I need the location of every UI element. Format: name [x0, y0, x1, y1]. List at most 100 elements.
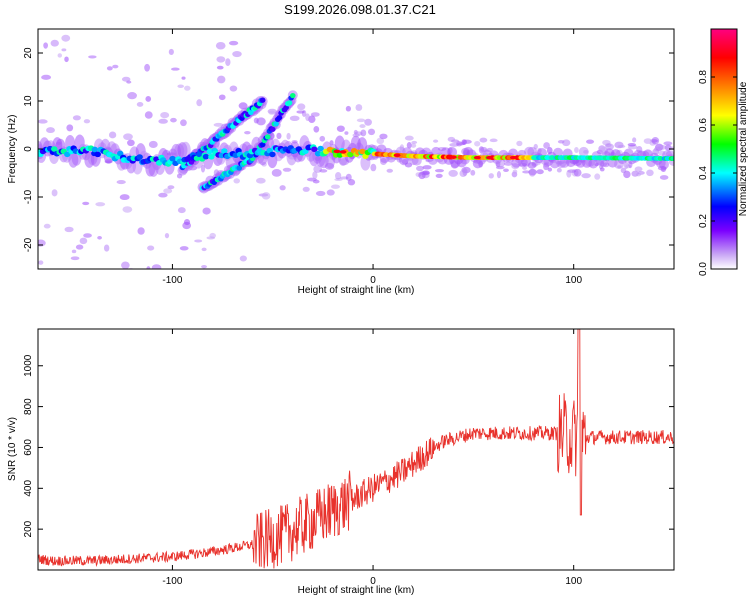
colorbar-tick-label: 0.2 [698, 214, 709, 228]
spectrogram-cell [70, 256, 80, 261]
spectrogram-cell [283, 104, 289, 111]
spectrogram-cell [386, 168, 393, 173]
spectrogram-cell [180, 119, 187, 127]
spectrogram-cell [370, 163, 377, 172]
spectrogram-cell [317, 145, 324, 152]
spectrogram-cell [355, 104, 363, 111]
spectrogram-cell [269, 151, 276, 158]
spectrogram-cell [488, 173, 494, 179]
spectrogram-cell [119, 194, 130, 201]
spectrogram-cell [83, 233, 92, 238]
spectrogram-xlabel: Height of straight line (km) [298, 285, 415, 296]
spectrogram-ytick-label: 10 [23, 95, 34, 107]
spectrogram-cell [75, 244, 84, 250]
spectrogram-cell [261, 192, 271, 200]
spectrogram-cell [147, 245, 155, 251]
spectrogram-cell [447, 147, 458, 158]
spectrogram-cell [64, 226, 74, 233]
spectrogram-cell [479, 137, 488, 143]
spectrogram-cell [61, 34, 71, 42]
spectrogram-cell [556, 167, 562, 173]
spectrogram-cell [364, 118, 372, 126]
spectrogram-cell [238, 102, 248, 110]
spectrogram-cell [206, 148, 213, 155]
spectrogram-cell [447, 136, 456, 142]
spectrogram-cell [461, 139, 467, 146]
spectrogram-cell [177, 84, 185, 89]
spectrogram-cell [503, 168, 509, 173]
spectrogram-cell [215, 41, 226, 50]
spectrogram-cell [201, 264, 207, 269]
spectrogram-cell [136, 101, 144, 107]
spectrogram-cell [669, 146, 674, 151]
spectrogram-cell [635, 172, 642, 177]
colorbar-tick-label: 0.4 [698, 166, 709, 180]
snr-ytick-label: 800 [23, 398, 34, 415]
spectrogram-cell [38, 119, 48, 124]
spectrogram-cell [256, 117, 266, 126]
spectrogram-cell [617, 144, 626, 148]
spectrogram-cell [116, 180, 126, 185]
spectrogram-cell [336, 152, 344, 158]
spectrogram-cell [83, 119, 91, 124]
spectrogram-cell [209, 232, 216, 239]
spectrogram-cell [347, 151, 354, 158]
spectrogram-cell [344, 131, 349, 135]
spectrogram-cell [50, 39, 59, 47]
spectrogram-cell [183, 219, 191, 226]
spectrogram-cell [259, 142, 266, 148]
spectrogram-cell [359, 148, 366, 155]
spectrogram-cell [646, 169, 654, 177]
spectrogram-cell [474, 141, 481, 147]
spectrogram-cell [88, 55, 97, 59]
spectrogram-cell [360, 129, 367, 137]
spectrogram-cell [271, 168, 282, 177]
spectrogram-cell [290, 92, 296, 99]
spectrogram-marks [38, 34, 674, 269]
spectrogram-cell [308, 115, 316, 124]
spectrogram-cell [605, 143, 614, 150]
spectrogram-cell [376, 137, 385, 145]
spectrogram-cell [233, 178, 240, 184]
spectrogram-cell [522, 170, 531, 174]
spectrogram-cell [106, 66, 113, 71]
spectrogram-cell [326, 189, 335, 196]
spectrogram-cell [632, 137, 637, 143]
spectrogram-xtick-label: 0 [370, 275, 376, 286]
snr-frame [37, 328, 675, 571]
spectrogram-cell [345, 105, 351, 112]
spectrogram-cell [634, 166, 643, 172]
spectrogram-cell [455, 141, 463, 147]
spectrogram-cell [122, 206, 133, 213]
spectrogram-cell [200, 164, 206, 173]
snr-ytick-label: 1000 [23, 354, 34, 377]
spectrogram-cell [41, 74, 52, 80]
snr-xtick-label: 100 [565, 576, 582, 587]
spectrogram-cell [123, 133, 133, 141]
spectrogram-cell [57, 53, 63, 58]
spectrogram-cell [216, 65, 224, 70]
spectrogram-cell [305, 113, 310, 122]
spectrogram-cell [562, 139, 571, 147]
spectrogram-cell [236, 165, 243, 171]
spectrogram-cell [213, 122, 224, 127]
spectrogram-cell [433, 139, 439, 143]
spectrogram-cell [137, 227, 145, 235]
spectrogram-cell [314, 150, 322, 157]
spectrogram-xtick-label: -100 [162, 275, 182, 286]
spectrogram-cell [393, 153, 401, 158]
spectrogram-cell [449, 155, 457, 159]
spectrogram-cell [313, 126, 320, 133]
spectrogram-cell [64, 56, 69, 63]
colorbar-label: Normalized spectral amplitude [738, 81, 749, 216]
spectrogram-cell [330, 184, 340, 189]
spectrogram-cell [46, 127, 55, 134]
spectrogram-cell [218, 94, 226, 101]
spectrogram-cell [473, 155, 481, 160]
spectrogram-cell [553, 147, 564, 158]
spectrogram-cell [489, 138, 498, 143]
spectrogram-cell [310, 112, 320, 117]
spectrogram-cell [196, 99, 203, 107]
spectrogram-cell [170, 117, 177, 123]
